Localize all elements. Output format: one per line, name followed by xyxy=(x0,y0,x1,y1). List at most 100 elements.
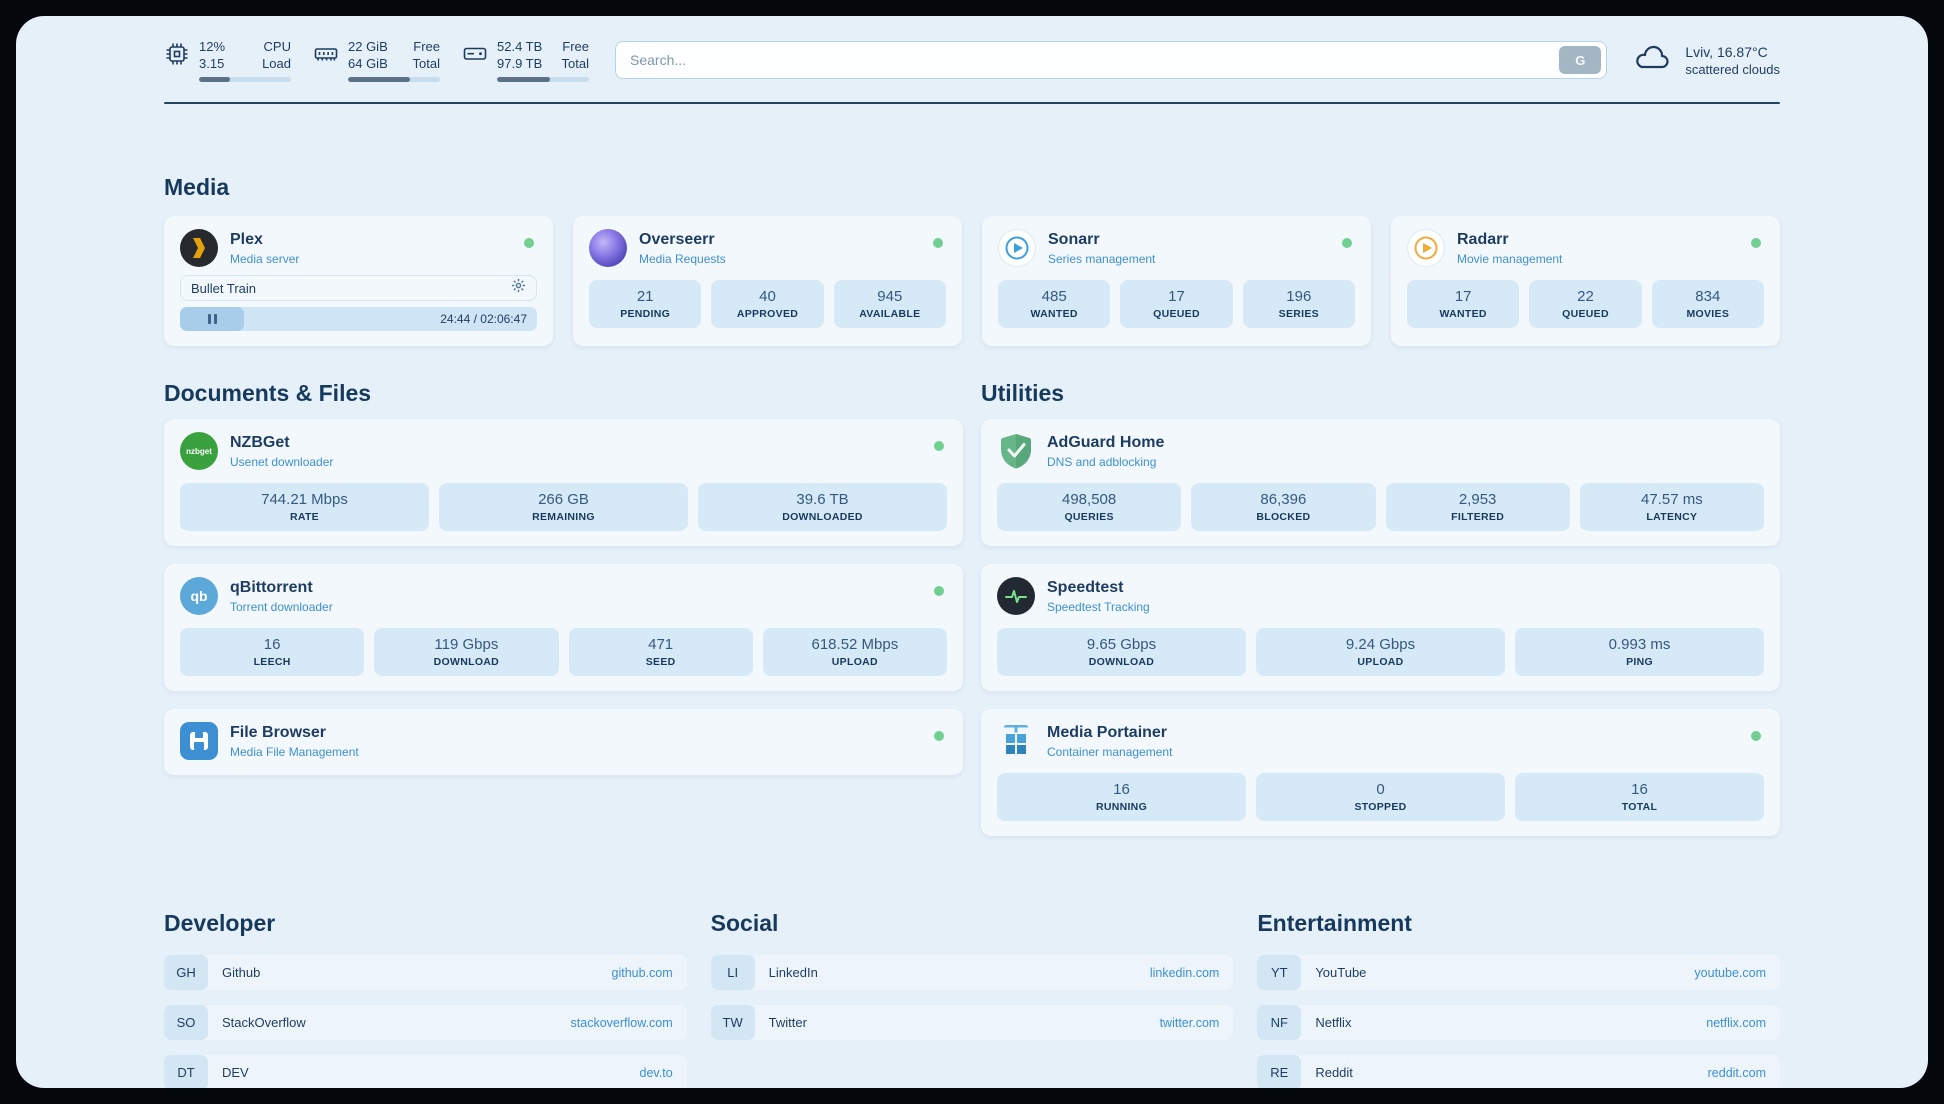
stat-value: 618.52 Mbps xyxy=(811,636,899,653)
bookmark-reddit[interactable]: RE Reddit reddit.com xyxy=(1257,1055,1780,1088)
service-subtitle: Media Requests xyxy=(639,252,726,266)
stat-label: QUERIES xyxy=(1064,511,1114,523)
status-online-dot xyxy=(1342,238,1352,248)
service-card-portainer[interactable]: Media Portainer Container management 16 … xyxy=(981,709,1780,836)
stat-box: 0.993 ms PING xyxy=(1515,628,1764,676)
status-online-dot xyxy=(933,238,943,248)
service-subtitle: Torrent downloader xyxy=(230,600,333,614)
bookmark-name: Netflix xyxy=(1315,1015,1352,1030)
service-card-sonarr[interactable]: Sonarr Series management 485 WANTED 17 Q… xyxy=(982,216,1371,346)
status-online-dot xyxy=(1751,238,1761,248)
card-header: Speedtest Speedtest Tracking xyxy=(997,577,1764,615)
service-subtitle: Speedtest Tracking xyxy=(1047,600,1150,614)
sonarr-icon xyxy=(998,229,1036,267)
stat-value: 16 xyxy=(263,636,281,653)
status-online-dot xyxy=(934,441,944,451)
stat-box: 9.24 Gbps UPLOAD xyxy=(1256,628,1505,676)
stat-value: 834 xyxy=(1695,288,1721,305)
service-name: Overseerr xyxy=(639,231,715,248)
bookmark-url: stackoverflow.com xyxy=(570,1015,673,1030)
bookmark-github[interactable]: GH Github github.com xyxy=(164,955,687,990)
stat-value: 9.65 Gbps xyxy=(1086,636,1157,653)
ram-row-2: 64 GiB Total xyxy=(348,55,440,72)
bookmark-stackoverflow[interactable]: SO StackOverflow stackoverflow.com xyxy=(164,1005,687,1040)
service-card-qbittorrent[interactable]: qb qBittorrent Torrent downloader 16 LEE… xyxy=(164,564,963,691)
stat-box: 21 PENDING xyxy=(589,280,702,328)
bookmark-netflix[interactable]: NF Netflix netflix.com xyxy=(1257,1005,1780,1040)
bookmark-abbr: LI xyxy=(710,955,755,990)
service-subtitle: Movie management xyxy=(1457,252,1563,266)
weather-widget[interactable]: Lviv, 16.87°C scattered clouds xyxy=(1633,43,1780,78)
stat-box: 498,508 QUERIES xyxy=(997,483,1182,531)
stat-value: 16 xyxy=(1631,781,1648,798)
bookmark-name: YouTube xyxy=(1315,965,1367,980)
bookmark-abbr: TW xyxy=(710,1005,755,1040)
stat-box: 266 GB REMAINING xyxy=(439,483,688,531)
stat-value: 40 xyxy=(759,288,776,305)
bookmark-url: github.com xyxy=(611,965,673,980)
card-header: AdGuard Home DNS and adblocking xyxy=(997,432,1764,470)
service-name: Media Portainer xyxy=(1047,724,1168,741)
service-card-plex[interactable]: Plex Media server Bullet Train xyxy=(164,216,553,346)
bookmark-abbr: DT xyxy=(164,1055,208,1088)
ram-free-value: 22 GiB xyxy=(348,39,388,54)
stat-value: 0.993 ms xyxy=(1608,636,1671,653)
section-title-documents: Documents & Files xyxy=(164,380,372,406)
stat-label: RUNNING xyxy=(1095,801,1148,813)
bookmark-twitter[interactable]: TW Twitter twitter.com xyxy=(710,1005,1234,1040)
bookmark-abbr: NF xyxy=(1257,1005,1302,1040)
service-name: NZBGet xyxy=(230,434,290,451)
service-name: qBittorrent xyxy=(230,579,313,596)
gear-icon[interactable] xyxy=(511,278,526,298)
service-subtitle: Container management xyxy=(1047,745,1173,759)
cpu-load-value: 3.15 xyxy=(199,56,225,71)
service-name: Radarr xyxy=(1457,231,1509,248)
stat-box: 39.6 TB DOWNLOADED xyxy=(698,483,947,531)
service-name: Sonarr xyxy=(1048,231,1100,248)
bookmark-dev[interactable]: DT DEV dev.to xyxy=(164,1055,687,1088)
service-card-speedtest[interactable]: Speedtest Speedtest Tracking 9.65 Gbps D… xyxy=(981,564,1780,691)
stat-label: DOWNLOAD xyxy=(1088,656,1155,668)
bookmark-linkedin[interactable]: LI LinkedIn linkedin.com xyxy=(710,955,1234,990)
service-card-overseerr[interactable]: Overseerr Media Requests 21 PENDING 40 A… xyxy=(573,216,962,346)
bookmark-youtube[interactable]: YT YouTube youtube.com xyxy=(1257,955,1780,990)
dashboard-page: 12% CPU 3.15 Load xyxy=(16,16,1928,1088)
stat-label: DOWNLOAD xyxy=(433,656,500,668)
disk-progress-fill xyxy=(497,77,551,82)
search-bar: G xyxy=(615,41,1608,79)
stat-box: 2,953 FILTERED xyxy=(1385,483,1570,531)
search-input[interactable] xyxy=(630,52,1560,68)
service-name: File Browser xyxy=(230,724,327,741)
now-playing-title: Bullet Train xyxy=(191,280,257,296)
weather-text: Lviv, 16.87°C scattered clouds xyxy=(1685,43,1780,78)
stat-value: 9.24 Gbps xyxy=(1345,636,1416,653)
stat-box: 196 SERIES xyxy=(1242,280,1355,328)
stat-label: PING xyxy=(1626,656,1653,668)
service-subtitle: Media File Management xyxy=(230,745,359,759)
stat-label: AVAILABLE xyxy=(859,308,921,320)
stats-row: 9.65 Gbps DOWNLOAD 9.24 Gbps UPLOAD 0.99… xyxy=(997,628,1764,676)
service-card-nzbget[interactable]: nzbget NZBGet Usenet downloader 744.21 M… xyxy=(164,419,963,546)
service-card-radarr[interactable]: Radarr Movie management 17 WANTED 22 QUE… xyxy=(1391,216,1780,346)
stats-row: 21 PENDING 40 APPROVED 945 AVAILABLE xyxy=(589,280,946,328)
service-card-adguard[interactable]: AdGuard Home DNS and adblocking 498,508 … xyxy=(981,419,1780,546)
service-card-filebrowser[interactable]: File Browser Media File Management xyxy=(164,709,963,775)
card-header: Radarr Movie management xyxy=(1407,229,1764,267)
stat-box: 86,396 BLOCKED xyxy=(1191,483,1376,531)
bookmark-name: Reddit xyxy=(1315,1065,1353,1080)
header-divider xyxy=(164,102,1780,104)
stat-label: REMAINING xyxy=(532,511,595,523)
search-engine-button[interactable]: G xyxy=(1559,46,1602,74)
playback-progress-bar[interactable]: 24:44 / 02:06:47 xyxy=(180,307,537,331)
bookmark-abbr: YT xyxy=(1257,955,1302,990)
stats-row: 744.21 Mbps RATE 266 GB REMAINING 39.6 T… xyxy=(180,483,947,531)
stat-box: 471 SEED xyxy=(568,628,753,676)
stat-value: 266 GB xyxy=(538,491,589,508)
stat-value: 2,953 xyxy=(1458,491,1497,508)
stat-label: MOVIES xyxy=(1686,308,1730,320)
stat-value: 16 xyxy=(1113,781,1130,798)
bookmark-url: netflix.com xyxy=(1706,1015,1766,1030)
playback-time: 24:44 / 02:06:47 xyxy=(440,312,527,326)
plex-icon xyxy=(180,229,218,267)
stat-box: 22 QUEUED xyxy=(1529,280,1642,328)
